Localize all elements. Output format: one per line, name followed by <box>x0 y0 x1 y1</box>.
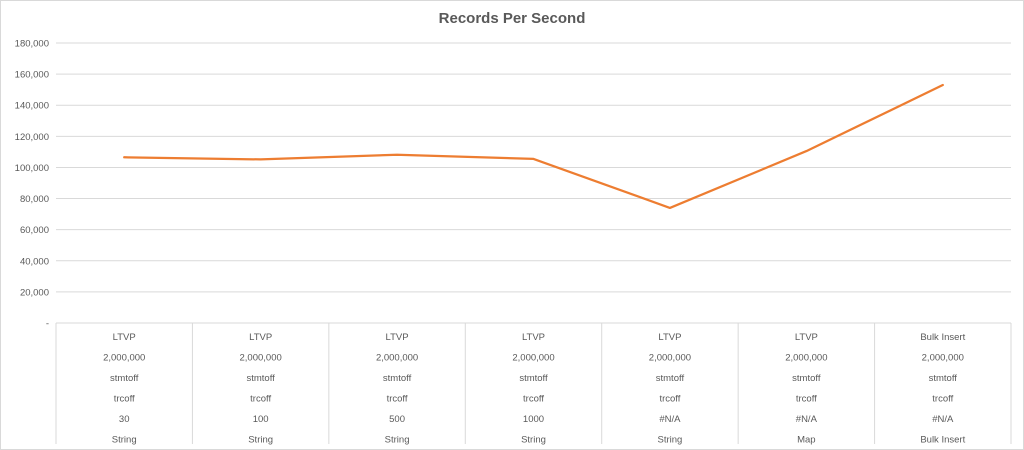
x-category-label: 2,000,000 <box>649 353 691 364</box>
x-category-label: stmtoff <box>519 373 548 384</box>
series-line <box>123 83 944 210</box>
x-category-label: 1000 <box>523 414 544 425</box>
y-tick-label: 60,000 <box>20 225 49 236</box>
y-tick-label: 20,000 <box>20 287 49 298</box>
x-category-label: String <box>521 435 546 446</box>
x-category-label: 2,000,000 <box>512 353 554 364</box>
x-category-label: 2,000,000 <box>922 353 964 364</box>
x-category-label: #N/A <box>659 414 681 425</box>
y-tick-label: - <box>46 319 49 330</box>
x-category-label: stmtoff <box>656 373 685 384</box>
x-category-label: 100 <box>253 414 269 425</box>
x-category-label: LTVP <box>113 332 136 343</box>
x-category-label: trcoff <box>932 394 953 405</box>
x-category-label: LTVP <box>658 332 681 343</box>
x-category-label: 2,000,000 <box>785 353 827 364</box>
x-category-label: 2,000,000 <box>376 353 418 364</box>
x-category-label: stmtoff <box>246 373 275 384</box>
x-category-label: Map <box>797 435 815 446</box>
x-category-label: String <box>248 435 273 446</box>
x-category-label: 2,000,000 <box>240 353 282 364</box>
y-tick-label: 160,000 <box>15 70 49 81</box>
x-category-label: LTVP <box>386 332 409 343</box>
x-category-label: 2,000,000 <box>103 353 145 364</box>
x-category-label: stmtoff <box>929 373 958 384</box>
y-tick-label: 40,000 <box>20 256 49 267</box>
x-category-label: LTVP <box>795 332 818 343</box>
x-category-label: stmtoff <box>792 373 821 384</box>
x-category-label: #N/A <box>796 414 818 425</box>
x-category-label: 30 <box>119 414 130 425</box>
x-category-label: stmtoff <box>383 373 412 384</box>
x-category-label: String <box>385 435 410 446</box>
x-category-label: 500 <box>389 414 405 425</box>
x-category-label: trcoff <box>387 394 408 405</box>
x-category-label: Bulk Insert <box>920 332 965 343</box>
x-category-label: trcoff <box>114 394 135 405</box>
y-tick-label: 140,000 <box>15 101 49 112</box>
y-tick-label: 180,000 <box>15 39 49 50</box>
y-tick-label: 80,000 <box>20 194 49 205</box>
x-category-label: trcoff <box>796 394 817 405</box>
x-category-label: trcoff <box>659 394 680 405</box>
x-category-label: LTVP <box>249 332 272 343</box>
x-category-label: Bulk Insert <box>920 435 965 446</box>
x-category-label: String <box>112 435 137 446</box>
y-tick-label: 120,000 <box>15 132 49 143</box>
x-category-label: #N/A <box>932 414 954 425</box>
x-category-label: String <box>658 435 683 446</box>
x-category-label: stmtoff <box>110 373 139 384</box>
chart-title: Records Per Second <box>438 10 586 27</box>
x-category-label: trcoff <box>523 394 544 405</box>
x-category-label: trcoff <box>250 394 271 405</box>
x-category-label: LTVP <box>522 332 545 343</box>
y-tick-label: 100,000 <box>15 163 49 174</box>
